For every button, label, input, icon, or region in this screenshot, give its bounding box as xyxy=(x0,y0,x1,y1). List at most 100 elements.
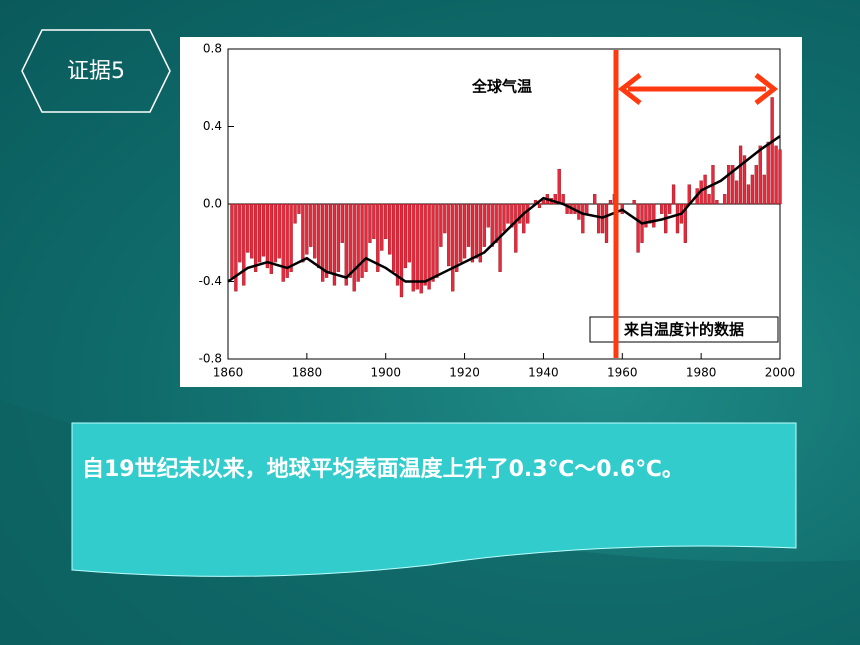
bar xyxy=(593,194,597,205)
y-tick-label: -0.4 xyxy=(199,274,222,288)
bar xyxy=(774,145,778,205)
bar xyxy=(419,203,423,294)
bar xyxy=(336,203,341,272)
bar xyxy=(735,180,739,205)
background-wave xyxy=(0,400,860,645)
x-tick-label: 1920 xyxy=(449,366,480,380)
bar xyxy=(474,203,479,259)
bar xyxy=(309,203,313,247)
arrow-head xyxy=(754,73,779,105)
bar xyxy=(289,203,293,272)
bar xyxy=(632,199,636,205)
bar xyxy=(758,145,762,205)
bar xyxy=(360,203,364,278)
bar xyxy=(364,203,368,272)
bar xyxy=(273,203,277,263)
bar xyxy=(234,203,238,292)
y-tick-label: 0.0 xyxy=(203,197,222,211)
bar xyxy=(687,184,691,205)
bar xyxy=(644,203,648,228)
bar xyxy=(754,165,758,205)
caption-box xyxy=(71,422,797,577)
bar xyxy=(427,203,431,290)
bar xyxy=(490,203,494,247)
x-tick-label: 1880 xyxy=(292,366,323,380)
bar xyxy=(522,203,526,234)
bar xyxy=(435,203,439,278)
bar xyxy=(652,203,656,228)
bar xyxy=(384,203,388,240)
bar xyxy=(368,203,372,243)
bar xyxy=(541,199,546,205)
bar xyxy=(352,203,356,292)
bar xyxy=(257,203,262,263)
bar xyxy=(707,194,711,205)
bar xyxy=(372,203,376,240)
bar xyxy=(766,141,770,205)
bar xyxy=(297,203,301,214)
bar xyxy=(388,203,392,255)
bar xyxy=(391,203,396,272)
bar xyxy=(770,97,774,205)
bar xyxy=(230,203,234,278)
bar xyxy=(246,203,250,253)
y-tick-label: 0.8 xyxy=(203,42,222,56)
x-tick-label: 2000 xyxy=(765,366,796,380)
bar xyxy=(380,203,384,251)
bar xyxy=(778,149,782,205)
bar xyxy=(269,203,273,274)
bar xyxy=(328,203,333,274)
bar xyxy=(750,174,755,205)
bar xyxy=(482,203,486,247)
bar xyxy=(636,203,640,253)
x-tick-label: 1980 xyxy=(686,366,717,380)
bar xyxy=(443,203,447,234)
bar xyxy=(242,203,246,286)
bar xyxy=(320,203,325,282)
bar xyxy=(502,203,506,232)
bar xyxy=(399,203,404,298)
bar xyxy=(585,203,589,214)
bar xyxy=(344,203,348,286)
x-tick-label: 1900 xyxy=(370,366,401,380)
bar xyxy=(648,203,652,224)
caption: 自19世纪末以来，地球平均表面温度上升了0.3℃～0.6℃。 xyxy=(82,457,684,482)
bar xyxy=(683,203,688,243)
bar xyxy=(727,165,731,205)
chart-title: 全球气温 xyxy=(471,78,532,96)
bar xyxy=(423,203,427,286)
bar xyxy=(439,203,443,247)
annotation-box xyxy=(589,316,779,343)
bar xyxy=(738,145,743,205)
bar xyxy=(305,203,309,255)
bar xyxy=(604,203,609,243)
bar xyxy=(518,203,522,224)
bar xyxy=(281,203,285,282)
bar xyxy=(317,203,321,269)
bar xyxy=(742,155,747,205)
bar xyxy=(462,203,467,259)
bar xyxy=(537,203,542,209)
bar xyxy=(553,194,557,205)
bar xyxy=(470,203,475,263)
bar xyxy=(671,184,676,205)
y-tick-label: 0.4 xyxy=(203,119,222,133)
bar xyxy=(431,203,435,282)
bar xyxy=(324,203,329,278)
bar xyxy=(340,203,344,243)
bar xyxy=(723,194,727,205)
bar xyxy=(715,199,719,205)
bar xyxy=(514,203,518,253)
bar xyxy=(277,203,281,259)
bar xyxy=(285,203,289,278)
bar xyxy=(356,203,360,282)
badge-shape xyxy=(21,29,171,113)
bar xyxy=(486,203,490,228)
bar xyxy=(762,174,766,205)
bar xyxy=(395,203,400,286)
x-tick-label: 1940 xyxy=(528,366,559,380)
bar xyxy=(447,203,451,267)
badge: 证据5 xyxy=(67,59,125,84)
